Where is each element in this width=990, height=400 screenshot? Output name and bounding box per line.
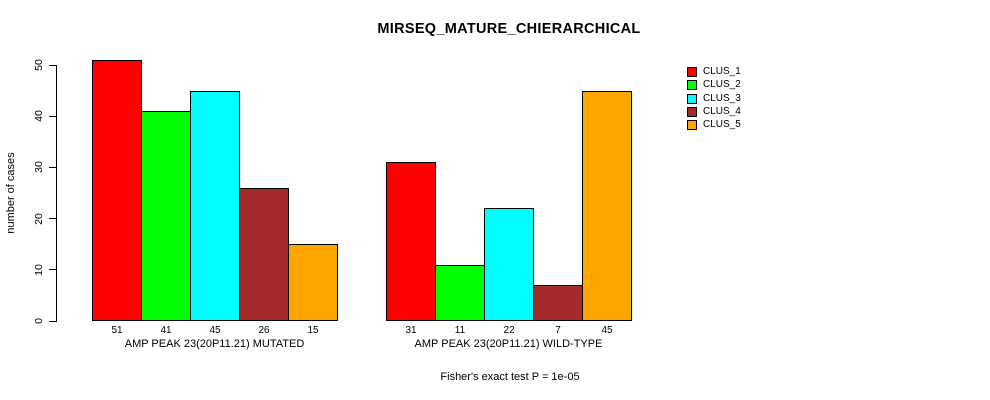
legend-label-clus_5: CLUS_5 [703,119,741,131]
bar-value-label: 26 [258,325,270,336]
bar-value-label: 15 [307,325,319,336]
bar-clus_2-group2 [435,265,485,321]
legend-label-clus_4: CLUS_4 [703,106,741,118]
legend-label-clus_1: CLUS_1 [703,66,741,77]
chart-title: MIRSEQ_MATURE_CHIERARCHICAL [377,21,641,37]
y-tick-mark [49,320,57,322]
legend-swatch-clus_3 [687,93,697,104]
chart-subtitle: Fisher's exact test P = 1e-05 [440,371,580,383]
bar-clus_4-group2 [533,285,583,321]
bar-clus_1-group2 [386,162,436,321]
y-tick-mark [49,218,57,220]
y-tick-label: 30 [33,161,45,174]
bar-value-label: 51 [111,325,123,336]
bar-clus_3-group1 [190,91,240,321]
bar-clus_4-group1 [239,188,289,321]
legend-swatch-clus_1 [687,67,697,77]
bar-value-label: 41 [160,325,172,336]
x-group-label: AMP PEAK 23(20P11.21) WILD-TYPE [414,338,603,350]
bar-value-label: 11 [454,325,466,336]
bar-clus_5-group1 [288,244,338,321]
y-tick-mark [49,166,57,168]
y-tick-label: 0 [33,318,45,324]
y-tick-label: 50 [33,59,45,71]
y-axis-label: number of cases [5,152,17,234]
legend-label-clus_2: CLUS_2 [703,79,741,91]
bar-clus_1-group1 [92,60,142,321]
y-axis-line [56,65,57,321]
bar-value-label: 22 [503,325,515,336]
bar-value-label: 45 [601,325,613,336]
bar-clus_2-group1 [141,111,191,321]
bar-value-label: 7 [555,325,561,336]
y-tick-mark [49,64,57,66]
y-tick-label: 10 [33,263,45,276]
bar-value-label: 45 [209,325,221,336]
y-tick-mark [49,269,57,271]
legend-swatch-clus_4 [687,107,697,118]
legend-swatch-clus_2 [687,80,697,91]
legend-label-clus_3: CLUS_3 [703,92,741,104]
bar-clus_3-group2 [484,208,534,321]
x-group-label: AMP PEAK 23(20P11.21) MUTATED [124,338,305,350]
y-tick-mark [49,115,57,117]
legend-swatch-clus_5 [687,120,697,131]
bar-clus_5-group2 [582,91,632,321]
y-tick-label: 20 [33,212,45,225]
bar-value-label: 31 [405,325,417,336]
y-tick-label: 40 [33,110,45,123]
